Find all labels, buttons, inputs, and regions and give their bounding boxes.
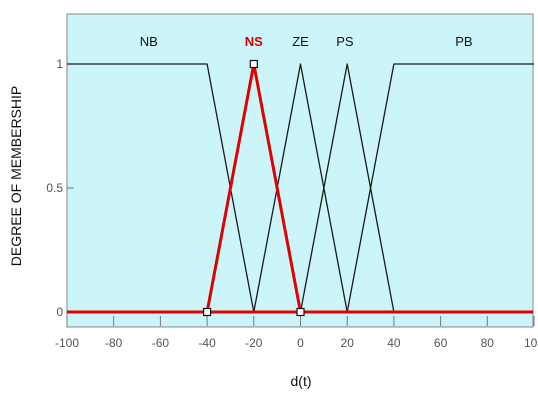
series-pb-line (346, 63, 534, 313)
x-tick-label: 80 (481, 336, 495, 350)
y-tick-label: 0 (56, 305, 63, 319)
y-tick-label: 0.5 (46, 181, 63, 195)
control-point-handle[interactable] (296, 307, 305, 317)
series-label-pb: PB (455, 34, 472, 49)
x-tick-label: -60 (152, 336, 170, 350)
series-label-nb: NB (140, 34, 158, 49)
x-tick-label: 40 (387, 336, 401, 350)
series-nb-line (67, 63, 255, 313)
series-ze-line (253, 63, 348, 313)
series-label-ze: ZE (292, 34, 309, 49)
x-tick-label: 0 (297, 336, 304, 350)
plot-area (66, 13, 534, 328)
x-tick-label: -100 (55, 336, 79, 350)
x-tick-label: 20 (341, 336, 355, 350)
series-label-ps: PS (336, 34, 354, 49)
series-ps-line (299, 63, 395, 313)
x-tick-label: 60 (434, 336, 448, 350)
x-tick-label: -80 (105, 336, 123, 350)
x-tick-label: -40 (198, 336, 216, 350)
y-axis-label: DEGREE OF MEMBERSHIP (8, 86, 24, 266)
x-tick-label: -20 (245, 336, 263, 350)
control-point-handle[interactable] (249, 59, 258, 69)
control-point-handle[interactable] (203, 307, 212, 317)
series-label-ns: NS (245, 34, 263, 49)
x-axis-label: d(t) (291, 373, 312, 389)
y-tick-label: 1 (56, 57, 63, 71)
x-tick-label: 100 (524, 336, 538, 350)
